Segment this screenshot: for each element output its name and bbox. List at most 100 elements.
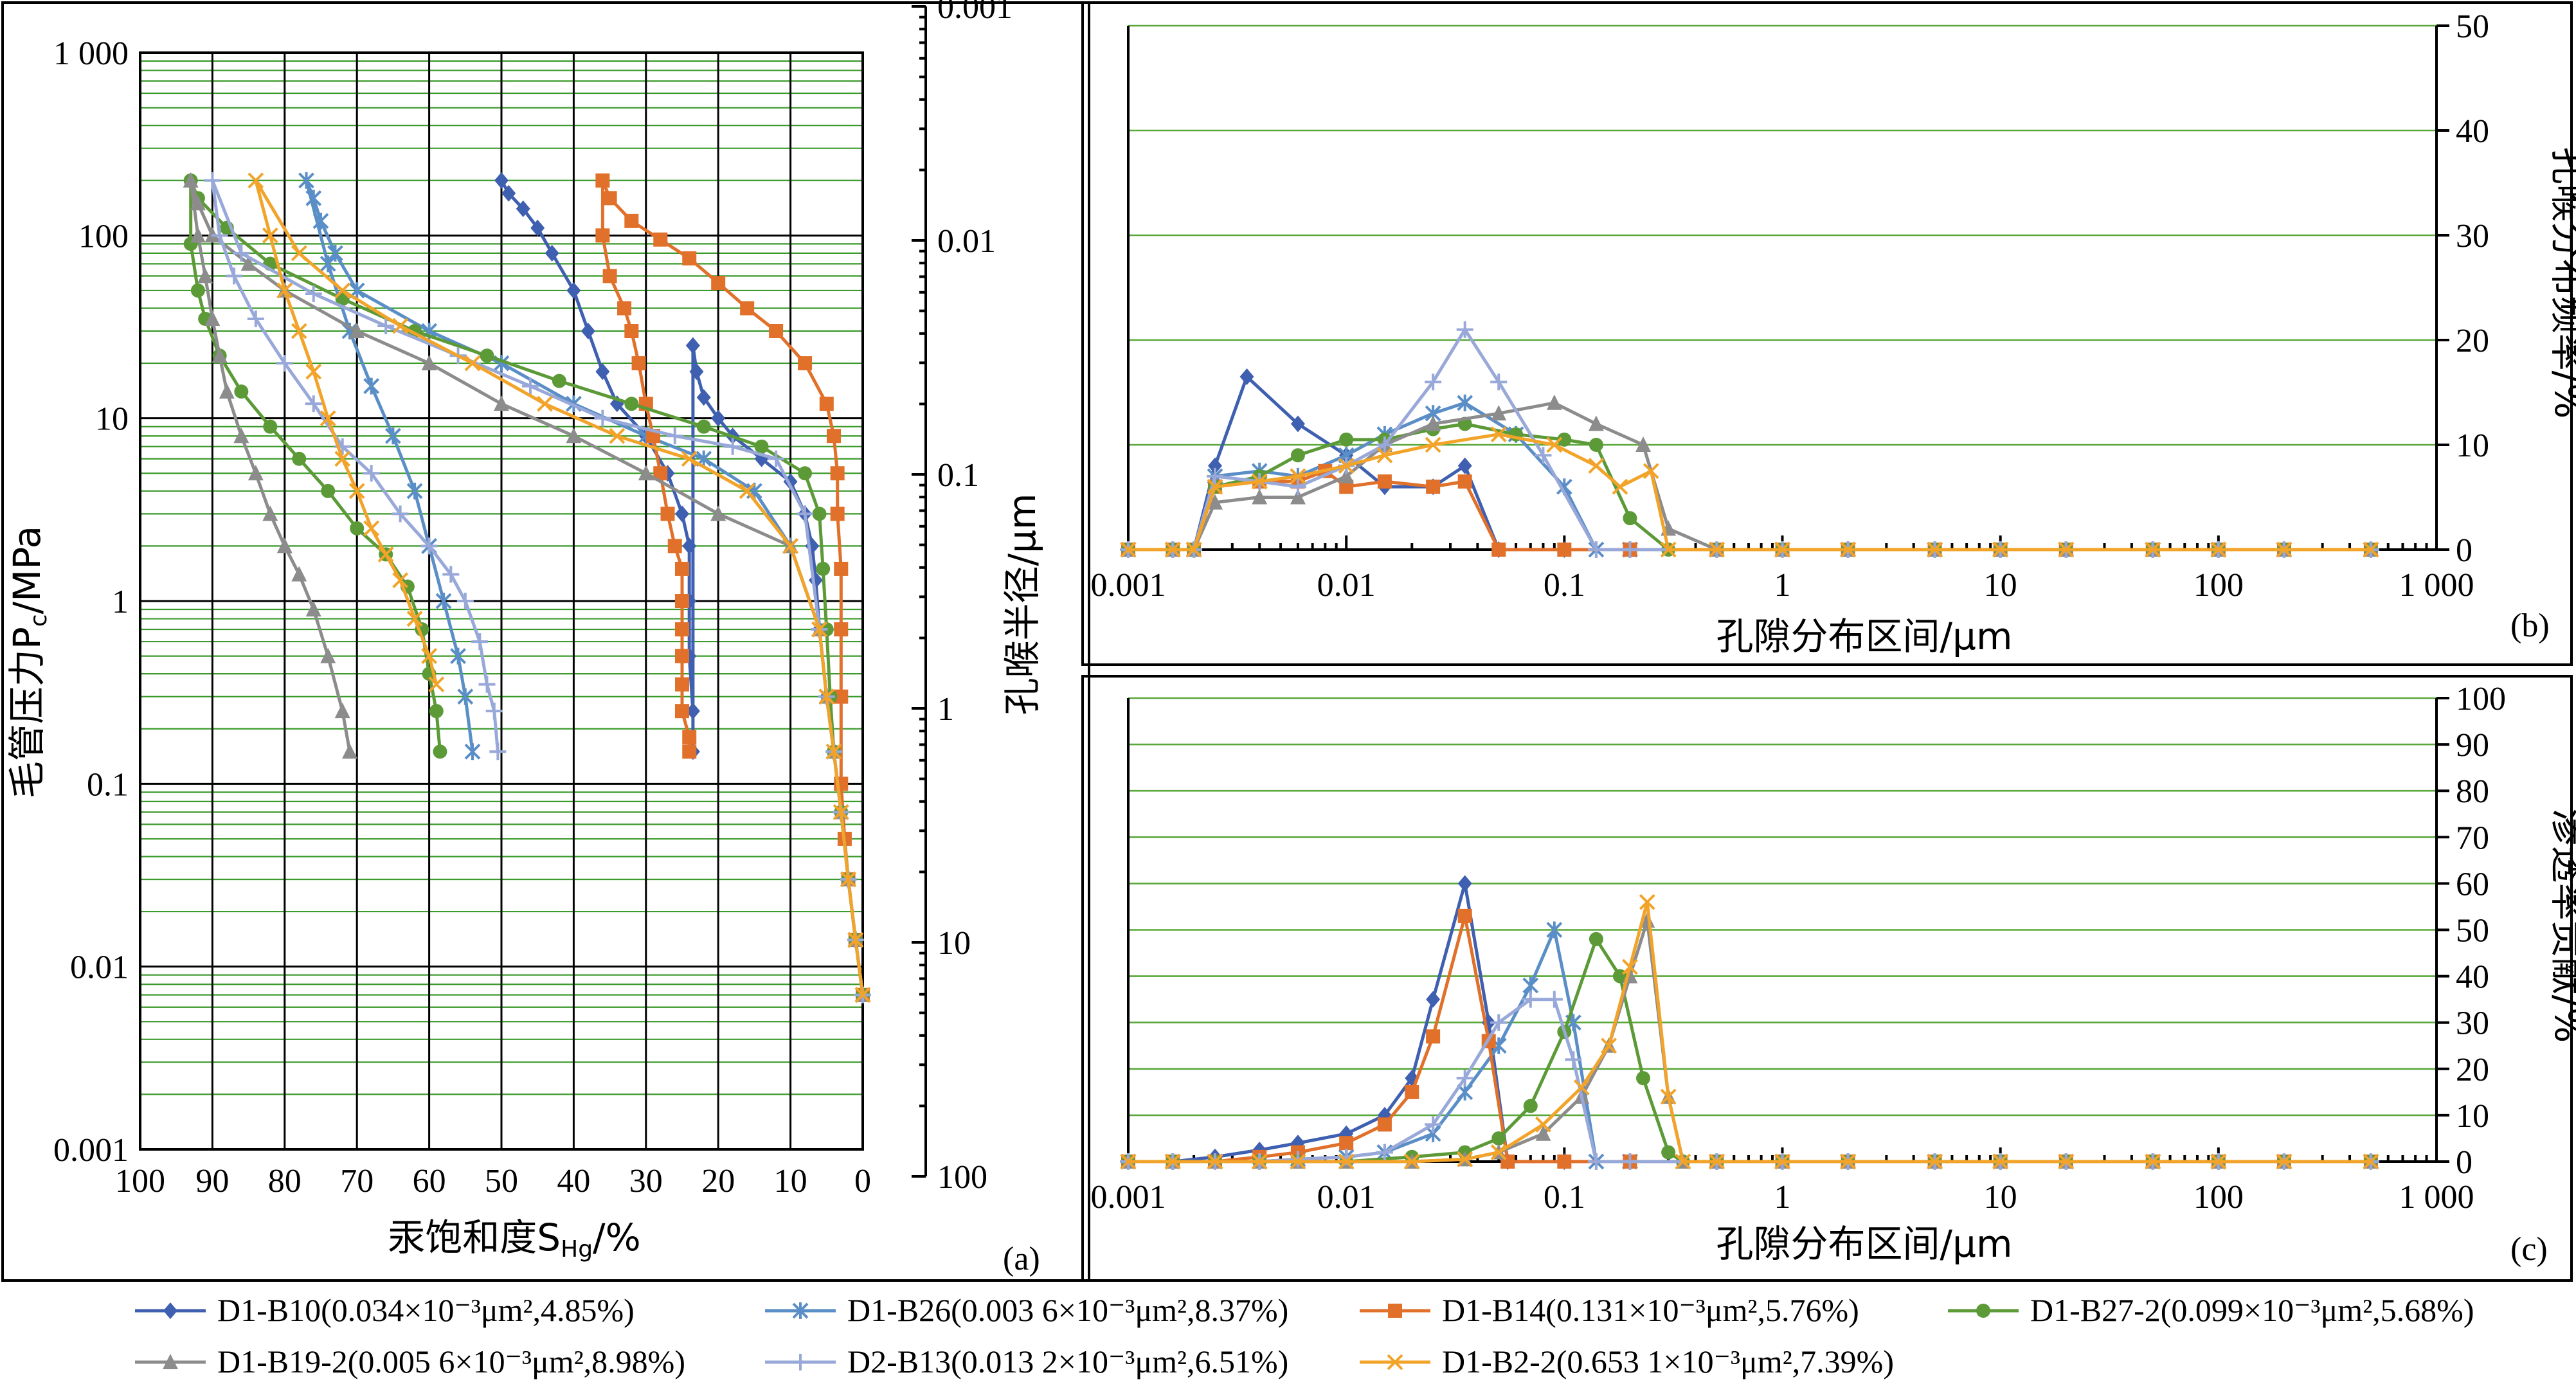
panel-a-data-point [833, 804, 849, 820]
panel-b-data-point [1621, 541, 1639, 558]
panel-a-data-point [830, 507, 845, 521]
panel-b-data-point [1290, 448, 1305, 463]
panel-c-series-D1-B19-2 [1121, 912, 2379, 1169]
panel-a-data-point [263, 419, 278, 434]
panel-b-series-line [1128, 469, 2371, 552]
panel-a-x-tick-label: 100 [115, 1163, 165, 1200]
panel-a-y2-tick-label: 1 [937, 691, 954, 728]
panel-a-data-point [248, 465, 264, 481]
panel-a-data-point [552, 373, 566, 388]
panel-a-data-point [183, 172, 199, 188]
panel-a-x-tick-label: 20 [701, 1163, 735, 1200]
panel-a-series-line [305, 179, 865, 996]
panel-b-data-point [1377, 474, 1392, 489]
panel-a-data-point [406, 611, 423, 627]
panel-c-data-point [1207, 1153, 1223, 1170]
panel-a-x-tick-label: 30 [629, 1163, 663, 1200]
panel-c-y-tick-label: 20 [2456, 1052, 2489, 1088]
panel-a-data-point [854, 987, 871, 1003]
panel-a-data-point [724, 438, 741, 455]
panel-a-xlabel: 汞饱和度SHg/% [388, 1216, 640, 1263]
panel-c-series-line [1128, 900, 2371, 1164]
panel-b-data-point [1252, 489, 1268, 505]
panel-a-data-point [566, 282, 581, 299]
panel-c-y-tick-label: 80 [2456, 773, 2489, 810]
panel-c-y-tick-label: 70 [2456, 820, 2489, 856]
panel-b-x-tick-label: 0.01 [1317, 567, 1376, 604]
panel-b-data-point [1376, 447, 1393, 463]
panel-a-ylabel: 毛管压力Pc/MPa [5, 526, 52, 798]
panel-b-x-tick-label: 1 [1774, 567, 1791, 604]
panel-a-data-point [190, 227, 206, 243]
panel-a-frame [1, 1, 1090, 1282]
panel-a-data-point [478, 676, 496, 693]
panel-c-data-point [1565, 1051, 1582, 1068]
panel-c-data-point [1490, 1144, 1507, 1160]
panel-a-data-point [305, 601, 321, 617]
panel-a-data-point [240, 255, 257, 271]
panel-b-series-D1-B10 [1121, 368, 2378, 558]
panel-a-data-point [595, 363, 610, 381]
panel-a-y2-tick-label: 0.1 [937, 457, 979, 494]
panel-a-data-point [830, 466, 845, 481]
panel-a-data-point [363, 465, 380, 482]
panel-c-y-tick-label: 90 [2456, 727, 2489, 764]
panel-a-y-tick-label: 0.001 [53, 1132, 129, 1169]
panel-a-y2label: 孔喉半径/μm [1000, 494, 1044, 715]
panel-c-data-point [1522, 991, 1539, 1008]
panel-a-data-point [298, 172, 314, 189]
panel-a-data-point [660, 507, 675, 521]
panel-a-data-point [530, 219, 545, 237]
panel-b-data-point [1425, 436, 1441, 453]
panel-a-x-tick-label: 50 [485, 1163, 518, 1200]
panel-a-data-point [581, 323, 595, 340]
panel-c-data-point [1338, 1153, 1355, 1170]
panel-b-data-point [1425, 373, 1442, 391]
legend-label: D1-B2-2(0.653 1×10⁻³μm²,7.39%) [1442, 1344, 1894, 1380]
legend-label: D1-B19-2(0.005 6×10⁻³μm²,8.98%) [217, 1344, 685, 1380]
panel-c-x-tick-label: 1 [1774, 1179, 1791, 1216]
panel-c-series-D1-B2-2 [1120, 894, 2379, 1170]
panel-b-data-point [1338, 458, 1355, 474]
panel-a-data-point [363, 377, 380, 395]
panel-a-data-point [675, 677, 689, 692]
panel-b-data-point [1207, 494, 1223, 510]
panel-b-data-point [1840, 541, 1857, 558]
panel-a-plot-area [139, 51, 864, 1151]
panel-a-data-point [320, 647, 336, 663]
panel-a-data-point [797, 505, 814, 523]
panel-a-y2-tick-label: 10 [937, 925, 971, 962]
panel-b-data-point [2210, 541, 2227, 558]
panel-a-data-point [321, 483, 336, 498]
panel-c-series-line [1128, 919, 2371, 1164]
panel-a-data-point [276, 355, 293, 372]
panel-b-frame [1081, 1, 2573, 666]
panel-a-data-point [696, 419, 711, 434]
panel-a-data-point [305, 395, 322, 413]
panel-a-y-tick-label: 1 000 [53, 35, 129, 72]
panel-a-data-point [197, 267, 213, 283]
panel-a-data-point [521, 377, 539, 395]
panel-b-y-tick-label: 20 [2456, 323, 2489, 359]
panel-a-data-point [334, 703, 350, 719]
panel-a-data-point [276, 537, 293, 553]
panel-b-data-point [1290, 489, 1306, 505]
panel-a-data-point [739, 483, 755, 499]
panel-a-data-point [406, 482, 423, 499]
panel-a-data-point [233, 427, 249, 444]
panel-b-data-point [1612, 478, 1628, 495]
panel-a-data-point [675, 505, 689, 523]
panel-a-data-point [450, 647, 466, 665]
panel-a-data-point [617, 301, 632, 316]
panel-b-data-point [1491, 543, 1506, 557]
panel-a-data-point [653, 232, 668, 247]
panel-a-data-point [696, 389, 711, 406]
panel-b-y-tick-label: 40 [2456, 113, 2489, 150]
panel-a-data-point [262, 505, 278, 521]
panel-b-data-point [1588, 415, 1604, 431]
panel-b-data-point [1546, 436, 1563, 453]
panel-a-data-point [819, 397, 834, 411]
